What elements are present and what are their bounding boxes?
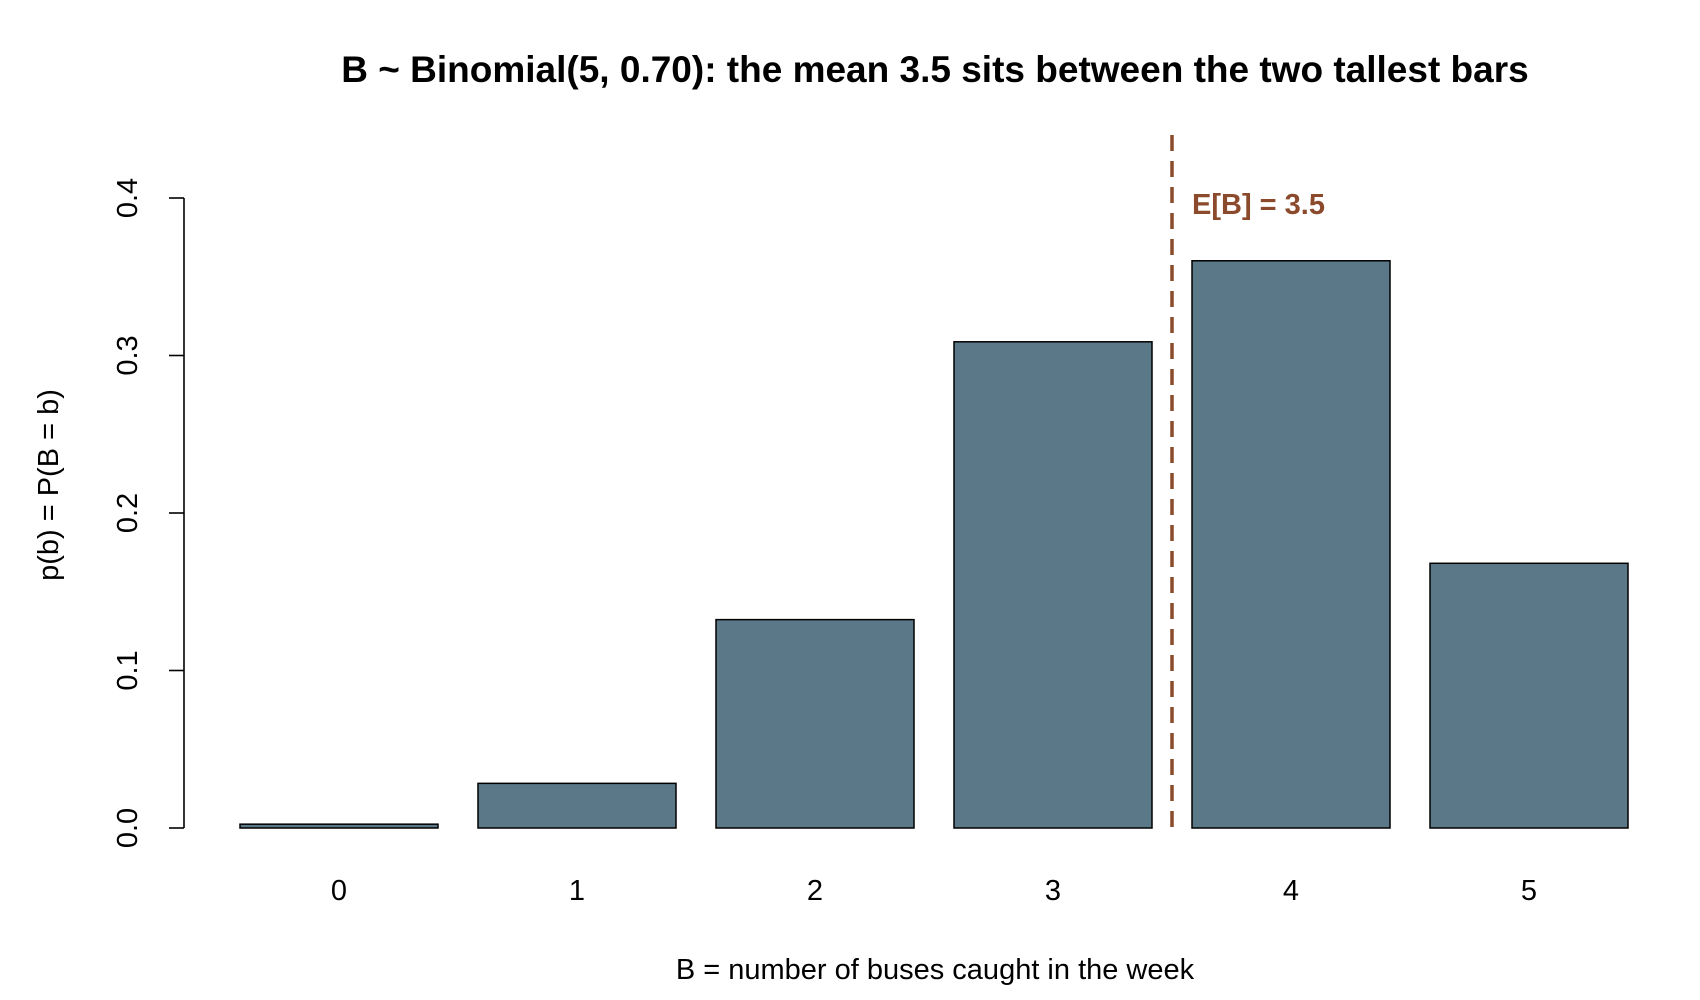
x-tick-label: 5 [1521, 875, 1537, 907]
y-tick-label: 0.1 [112, 650, 144, 690]
bar-2 [715, 618, 915, 829]
bar-3 [953, 341, 1153, 829]
y-tick-label: 0.4 [112, 178, 144, 218]
x-tick-label: 0 [331, 875, 347, 907]
bars [239, 260, 1629, 829]
y-axis: 0.0 0.1 0.2 0.3 0.4 [112, 178, 185, 848]
y-tick-label: 0.2 [112, 493, 144, 533]
chart-title: B ~ Binomial(5, 0.70): the mean 3.5 sits… [341, 49, 1528, 90]
mean-annotation: E[B] = 3.5 [1170, 135, 1325, 828]
bar-1 [477, 782, 677, 829]
x-tick-label: 4 [1283, 875, 1299, 907]
bar-5 [1429, 562, 1629, 829]
x-axis-label: B = number of buses caught in the week [676, 954, 1195, 986]
y-axis-label: p(b) = P(B = b) [33, 389, 65, 581]
x-tick-label: 1 [569, 875, 585, 907]
x-axis-tick-labels: 0 1 2 3 4 5 [331, 875, 1537, 907]
bar-4 [1191, 260, 1391, 829]
mean-label: E[B] = 3.5 [1192, 189, 1325, 221]
y-tick-label: 0.0 [112, 808, 144, 848]
x-tick-label: 2 [807, 875, 823, 907]
x-tick-label: 3 [1045, 875, 1061, 907]
y-tick-label: 0.3 [112, 335, 144, 375]
bar-0 [239, 823, 439, 829]
